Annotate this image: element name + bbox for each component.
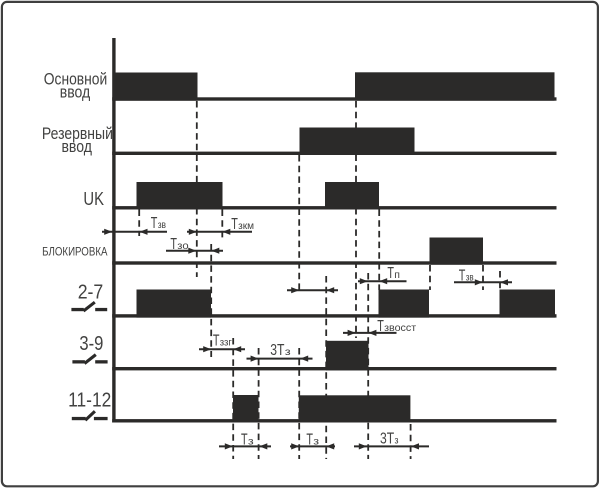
- svg-text:Резервный: Резервный: [42, 125, 113, 143]
- svg-text:ввод: ввод: [60, 83, 91, 101]
- svg-text:Т: Т: [306, 431, 313, 448]
- svg-text:звосст: звосст: [384, 322, 416, 334]
- svg-text:3Т: 3Т: [380, 430, 395, 447]
- svg-text:Т: Т: [377, 318, 384, 335]
- svg-text:з: з: [313, 435, 319, 447]
- svg-text:Основной: Основной: [44, 70, 108, 88]
- svg-text:Т: Т: [387, 265, 394, 282]
- svg-text:ввод: ввод: [61, 138, 92, 156]
- svg-text:Т: Т: [213, 333, 220, 350]
- svg-text:11-12: 11-12: [68, 388, 111, 411]
- svg-text:з: з: [285, 346, 291, 358]
- svg-text:ззг: ззг: [220, 337, 232, 349]
- svg-text:3-9: 3-9: [79, 332, 103, 355]
- svg-text:3Т: 3Т: [270, 342, 285, 359]
- svg-text:Т: Т: [151, 215, 158, 232]
- svg-text:п: п: [394, 269, 400, 281]
- svg-text:зкм: зкм: [238, 220, 254, 232]
- svg-text:зв: зв: [466, 271, 474, 283]
- svg-text:Т: Т: [231, 216, 238, 233]
- svg-text:зв: зв: [158, 219, 167, 231]
- svg-text:зо: зо: [177, 240, 188, 252]
- svg-text:з: з: [248, 435, 254, 447]
- svg-text:Т: Т: [170, 236, 177, 253]
- svg-text:Т: Т: [459, 267, 466, 284]
- svg-text:2-7: 2-7: [78, 281, 104, 304]
- svg-text:БЛОКИРОВКА: БЛОКИРОВКА: [42, 244, 108, 258]
- svg-text:з: з: [395, 434, 399, 446]
- svg-text:UK: UK: [83, 189, 104, 209]
- svg-text:Т: Т: [241, 431, 248, 448]
